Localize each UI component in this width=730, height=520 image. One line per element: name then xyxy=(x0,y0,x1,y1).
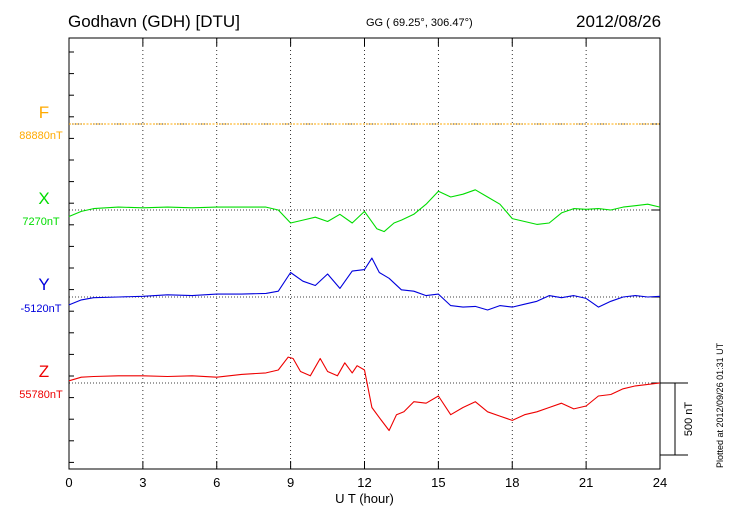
x-tick-label-6: 6 xyxy=(213,475,220,490)
series-traces xyxy=(68,123,661,432)
station-title: Godhavn (GDH) [DTU] xyxy=(68,12,240,31)
x-tick-label-0: 0 xyxy=(65,475,72,490)
x-axis-label: U T (hour) xyxy=(335,491,394,506)
x-tick-label-12: 12 xyxy=(357,475,371,490)
series-f-baseline-value: 88880nT xyxy=(19,130,63,142)
x-tick-label-9: 9 xyxy=(287,475,294,490)
x-tick-label-24: 24 xyxy=(653,475,667,490)
station-coordinates: GG ( 69.25°, 306.47°) xyxy=(366,17,473,29)
series-y-name: Y xyxy=(38,275,49,294)
series-x-trace xyxy=(68,189,661,233)
x-tick-label-3: 3 xyxy=(139,475,146,490)
series-y-baseline-value: -5120nT xyxy=(21,303,62,315)
x-tick-label-15: 15 xyxy=(431,475,445,490)
series-y-trace xyxy=(68,257,661,311)
series-x-baseline-value: 7270nT xyxy=(22,216,60,228)
plotted-timestamp: Plotted at 2012/09/26 01:31 UT xyxy=(715,342,725,468)
series-z-trace xyxy=(68,356,661,432)
x-tick-label-21: 21 xyxy=(579,475,593,490)
scale-bar-label: 500 nT xyxy=(683,402,695,437)
x-axis: 0 3 6 9 12 15 18 21 24 U T (hour) xyxy=(65,38,667,506)
x-tick-label-18: 18 xyxy=(505,475,519,490)
plot-date: 2012/08/26 xyxy=(576,12,662,31)
series-f-name: F xyxy=(39,103,49,122)
series-labels: F 88880nT X 7270nT Y -5120nT Z 55780nT xyxy=(19,103,63,401)
series-z-baseline-value: 55780nT xyxy=(19,389,63,401)
series-x-name: X xyxy=(38,189,49,208)
grid-lines xyxy=(142,38,587,469)
scale-bar: 500 nT xyxy=(660,382,695,456)
series-z-name: Z xyxy=(39,362,49,381)
